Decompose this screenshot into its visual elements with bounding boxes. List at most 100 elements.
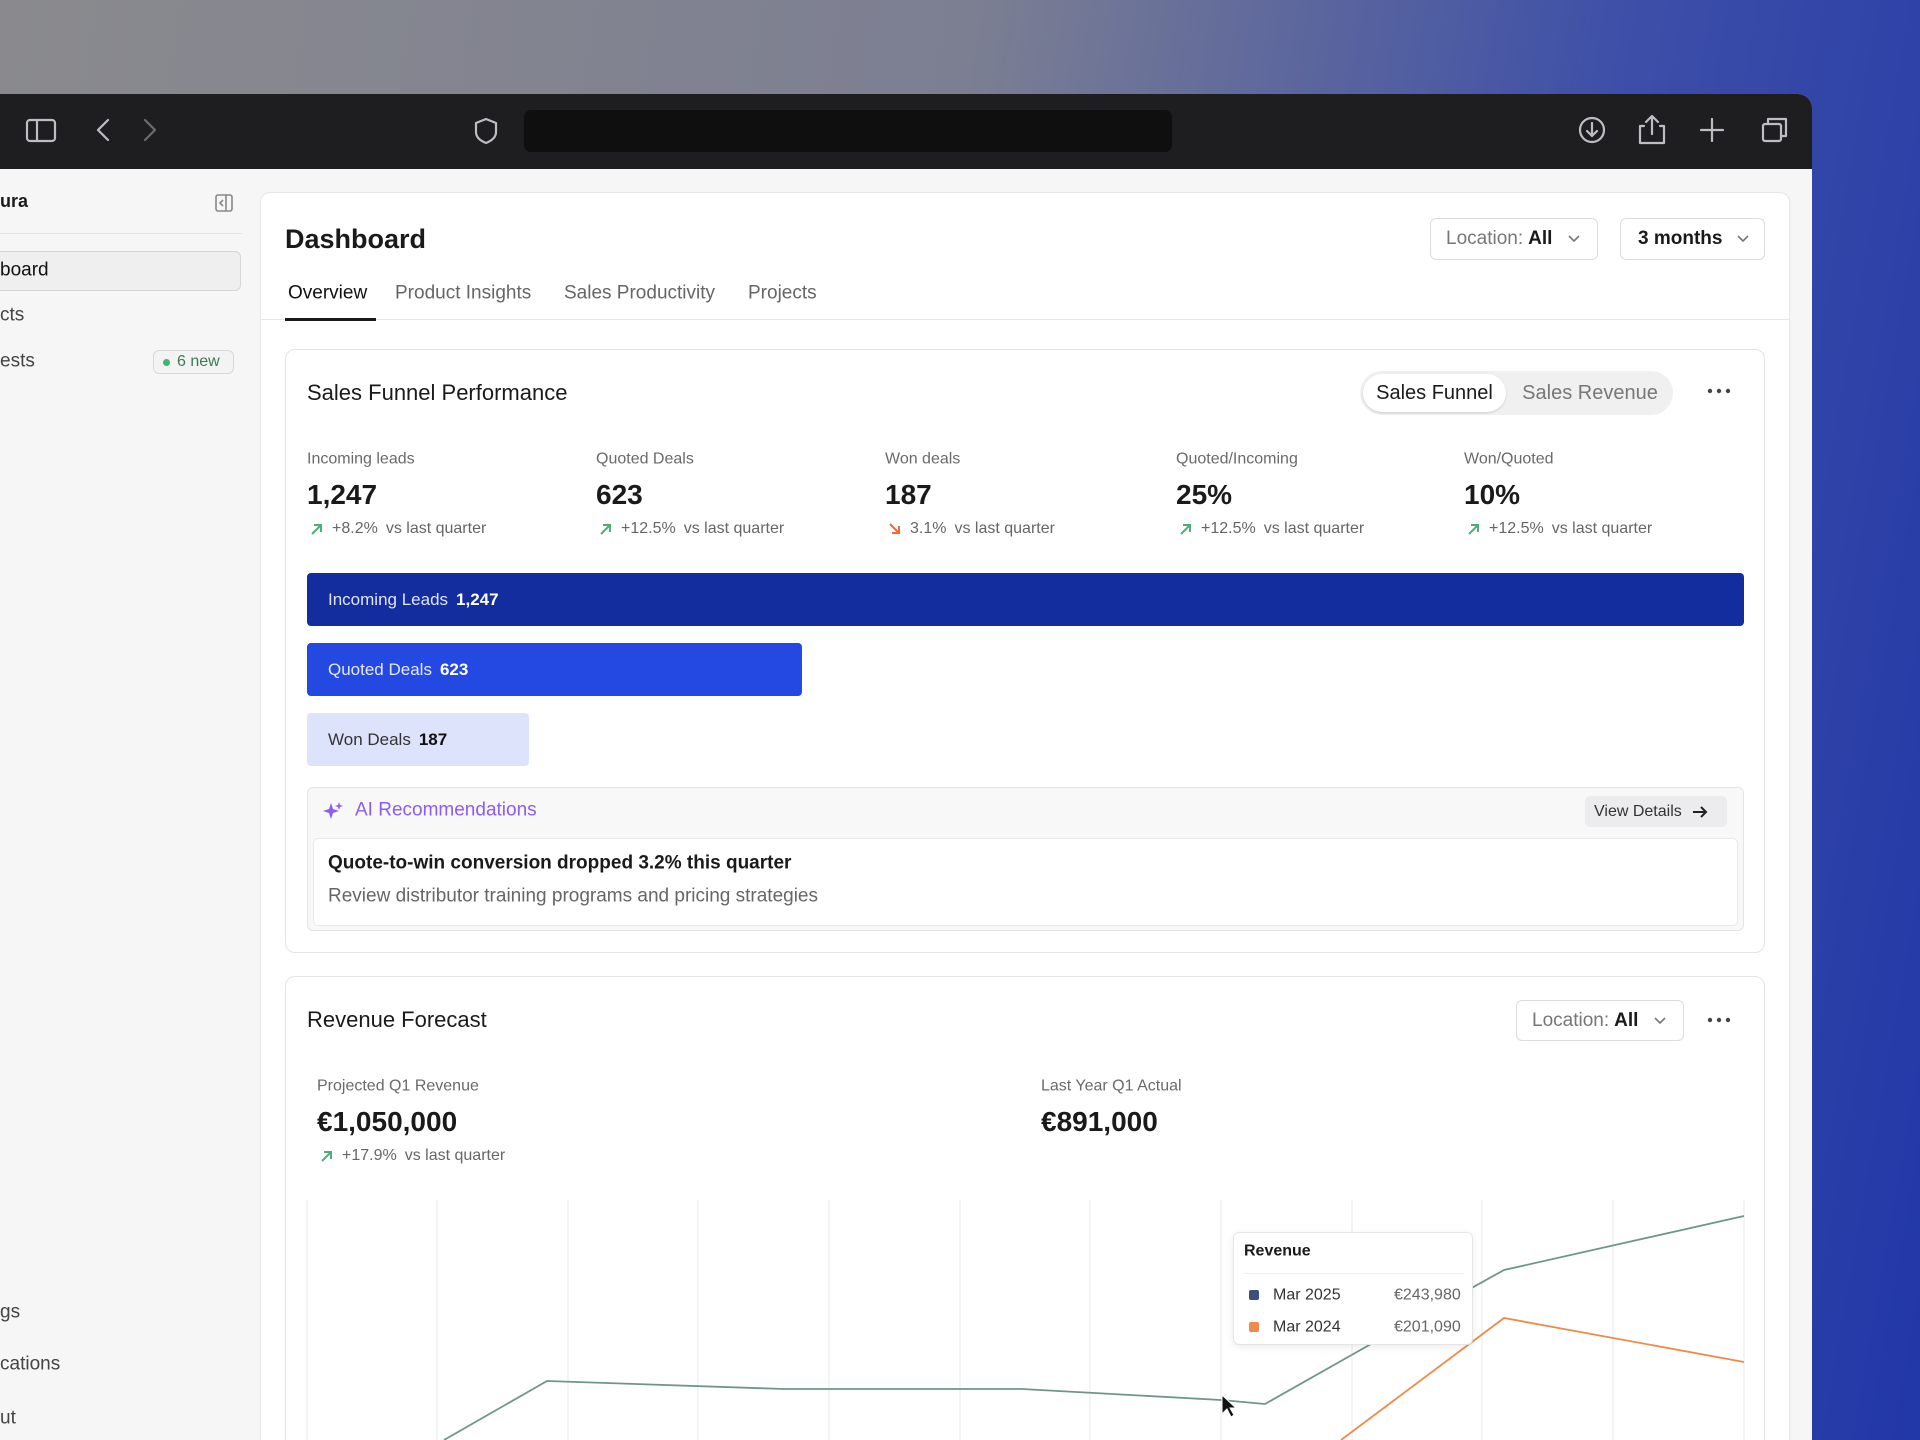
chart-grid [306, 1200, 1745, 1440]
tooltip-value: €243,980 [1394, 1286, 1461, 1304]
privacy-icon[interactable] [474, 117, 498, 145]
change-comparison: vs last quarter [954, 520, 1055, 537]
chevron [1654, 1016, 1666, 1024]
download-button[interactable] [1578, 116, 1606, 144]
metric-label: Incoming leads [307, 450, 415, 468]
location-filter[interactable]: Location: All [1430, 218, 1598, 260]
more-menu[interactable] [1706, 1016, 1734, 1024]
change-value: 3.1% [910, 520, 947, 537]
metric-value: €891,000 [1041, 1106, 1158, 1138]
collapse-sidebar[interactable] [215, 194, 233, 212]
metric-label: Quoted/Incoming [1176, 450, 1298, 468]
new-tab-button[interactable] [1699, 117, 1725, 143]
chart-tooltip: Revenue Mar 2025 €243,980 Mar 2024 €201,090 [1233, 1232, 1473, 1345]
tab[interactable]: Overview [288, 282, 368, 304]
trend-arrow [1180, 524, 1191, 535]
more-menu[interactable] [1706, 387, 1734, 395]
funnel-bar: Quoted Deals 623 [307, 643, 802, 696]
location-filter[interactable]: Location: All [1516, 1000, 1684, 1041]
toggle-option[interactable]: Sales Funnel [1363, 374, 1506, 412]
back-button[interactable] [96, 118, 110, 142]
divider [0, 233, 242, 234]
card-title: Sales Funnel Performance [307, 379, 568, 405]
workspace-name: ura [0, 191, 29, 212]
change-comparison: vs last quarter [385, 520, 487, 537]
arrow-path [889, 523, 900, 534]
metric-change: +12.5% vs last quarter [1179, 518, 1364, 540]
nav-item[interactable]: board [0, 259, 49, 281]
tooltip-value: €201,090 [1394, 1318, 1461, 1336]
period-filter[interactable]: 3 months [1620, 218, 1765, 260]
arrow-path [1180, 524, 1191, 535]
button-label: View Details [1594, 802, 1682, 820]
bar-value: 623 [439, 659, 469, 679]
change-comparison: vs last quarter [1551, 520, 1653, 537]
arrow-path [321, 1151, 332, 1162]
recommendation [313, 838, 1738, 926]
share-button[interactable] [1638, 114, 1666, 145]
page-title: Dashboard [285, 223, 427, 254]
metric-label: Won/Quoted [1464, 450, 1554, 468]
tooltip-title: Revenue [1244, 1242, 1311, 1260]
active-item [0, 251, 241, 291]
sidebar-toggle[interactable] [25, 118, 57, 143]
metric-change: +12.5% vs last quarter [599, 518, 784, 540]
address-bar[interactable] [524, 110, 1172, 152]
arrow-path [600, 524, 611, 535]
metric-value: 187 [885, 479, 932, 511]
view-details-button[interactable]: View Details [1585, 796, 1727, 827]
tab-divider [260, 319, 1790, 320]
metric-change: 3.1% vs last quarter [888, 518, 1055, 540]
legend-swatch [1249, 1290, 1259, 1300]
period-value: 3 months [1638, 228, 1723, 249]
tab[interactable]: Product Insights [395, 282, 532, 304]
forward-button[interactable] [143, 118, 157, 142]
tooltip-label: Mar 2024 [1273, 1318, 1341, 1336]
nav-item[interactable]: ests [0, 350, 35, 372]
nav-item[interactable]: gs [0, 1301, 21, 1323]
divider [1244, 1273, 1464, 1274]
arrow-path [311, 524, 322, 535]
recommendation-detail: Review distributor training programs and… [328, 885, 819, 907]
revenue-card [285, 976, 1765, 1440]
arrow-path [1468, 524, 1479, 535]
badge-label: 6 new [177, 353, 220, 370]
line-2024 [1340, 1317, 1745, 1440]
nav-item[interactable]: ut [0, 1407, 16, 1429]
tabs-button[interactable] [1761, 117, 1788, 143]
tooltip-label: Mar 2025 [1273, 1286, 1341, 1304]
card-title: Revenue Forecast [307, 1006, 487, 1032]
metric-change: +8.2% vs last quarter [310, 518, 486, 540]
filter-value: All [1614, 1009, 1639, 1031]
filter-value: All [1528, 228, 1553, 249]
bar-label: Won Deals [328, 729, 411, 749]
filter-label: Location: [1446, 228, 1524, 249]
line-2025 [443, 1215, 1745, 1440]
metric-change: +17.9% vs last quarter [320, 1145, 505, 1167]
funnel-bar: Incoming Leads 1,247 [307, 573, 1744, 626]
tab[interactable]: Projects [748, 282, 817, 304]
bar-value: 1,247 [456, 589, 499, 609]
nav-item[interactable]: cts [0, 304, 25, 326]
metric-label: Quoted Deals [596, 450, 694, 468]
metric-value: €1,050,000 [317, 1106, 458, 1138]
bar-label: Incoming Leads [328, 589, 449, 609]
active-tab-indicator [285, 318, 376, 321]
metric-value: 25% [1176, 479, 1233, 511]
ai-title: AI Recommendations [355, 799, 537, 821]
tab[interactable]: Sales Productivity [564, 282, 716, 304]
metric-label: Projected Q1 Revenue [317, 1077, 479, 1095]
nav-item[interactable]: cations [0, 1353, 61, 1375]
chevron [1568, 235, 1580, 243]
change-value: +17.9% [342, 1147, 397, 1164]
bar-value: 187 [418, 729, 448, 749]
toggle-option[interactable]: Sales Revenue [1522, 381, 1658, 404]
toolbar-icons [25, 110, 1788, 152]
metric-value: 10% [1464, 479, 1521, 511]
trend-arrow [889, 523, 900, 534]
trend-arrow [600, 524, 611, 535]
sparkle-icon [323, 802, 343, 819]
change-value: +12.5% [621, 520, 676, 537]
recommendation-headline: Quote-to-win conversion dropped 3.2% thi… [328, 852, 792, 874]
